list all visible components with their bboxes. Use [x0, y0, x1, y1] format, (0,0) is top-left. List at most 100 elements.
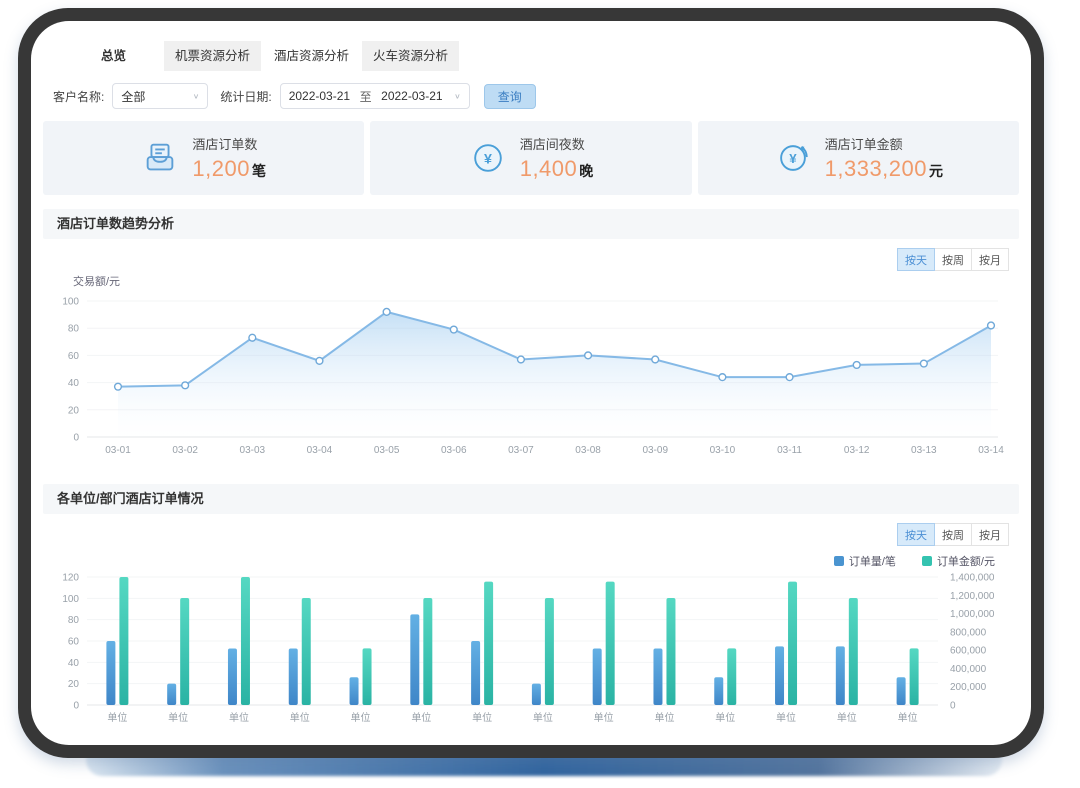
legend-order-count[interactable]: 订单量/笔 — [833, 553, 896, 569]
svg-text:¥: ¥ — [789, 151, 797, 166]
svg-text:单位: 单位 — [837, 711, 857, 724]
legend-label: 订单金额/元 — [936, 556, 995, 568]
query-button[interactable]: 查询 — [483, 83, 536, 109]
svg-text:03-04: 03-04 — [307, 445, 333, 456]
hotel-trend-section: 酒店订单数趋势分析 按天 按周 按月 交易额/元 0 20 40 60 80 100 03-… — [43, 209, 1019, 476]
trend-period-toggle: 按天 按周 按月 — [43, 248, 1009, 271]
svg-text:03-05: 03-05 — [374, 445, 400, 456]
svg-text:80: 80 — [68, 324, 80, 335]
stat-card-room-nights: ¥ 酒店间夜数 1,400 晚 — [370, 121, 692, 195]
tab-hotel-analysis[interactable]: 酒店资源分析 — [263, 41, 360, 71]
stat-title: 酒店订单数 — [192, 137, 258, 152]
svg-text:单位: 单位 — [107, 711, 127, 724]
legend-order-amount[interactable]: 订单金额/元 — [921, 553, 995, 569]
svg-text:0: 0 — [73, 433, 79, 444]
svg-text:单位: 单位 — [168, 711, 188, 724]
stat-card-order-amount: ¥ 酒店订单金额 1,333,200 元 — [697, 121, 1019, 195]
customer-select[interactable]: 全部 ∨ — [112, 83, 209, 109]
tab-bar: 总览 机票资源分析 酒店资源分析 火车资源分析 — [65, 41, 1019, 71]
date-range-label: 统计日期: — [220, 89, 272, 104]
legend-swatch-teal — [921, 556, 932, 566]
svg-text:200,000: 200,000 — [950, 682, 987, 693]
svg-text:03-06: 03-06 — [441, 445, 467, 456]
svg-text:03-03: 03-03 — [240, 445, 266, 456]
svg-text:03-07: 03-07 — [508, 445, 534, 456]
svg-text:03-02: 03-02 — [172, 445, 198, 456]
date-range-picker[interactable]: 2022-03-21 至 2022-03-21 ∨ — [279, 83, 470, 109]
stat-value: 1,400 — [519, 156, 578, 181]
chevron-down-icon: ∨ — [454, 91, 461, 100]
tab-train-analysis[interactable]: 火车资源分析 — [362, 41, 459, 71]
section-title-trend: 酒店订单数趋势分析 — [43, 209, 1019, 239]
date-start-value: 2022-03-21 — [288, 89, 351, 103]
svg-text:03-12: 03-12 — [844, 445, 870, 456]
legend-label: 订单量/笔 — [848, 556, 896, 568]
stat-unit: 元 — [929, 163, 943, 179]
yen-refresh-icon: ¥ — [779, 145, 808, 171]
filter-bar: 客户名称: 全部 ∨ 统计日期: 2022-03-21 至 2022-03-21… — [49, 83, 1019, 109]
toggle-by-day[interactable]: 按天 — [897, 523, 935, 546]
device-frame: 总览 机票资源分析 酒店资源分析 火车资源分析 客户名称: 全部 ∨ 统计日期:… — [18, 8, 1044, 758]
tab-overview[interactable]: 总览 — [65, 41, 162, 71]
app-window: 总览 机票资源分析 酒店资源分析 火车资源分析 客户名称: 全部 ∨ 统计日期:… — [31, 21, 1031, 745]
section-title-departments: 各单位/部门酒店订单情况 — [43, 484, 1019, 514]
stat-cards: 酒店订单数 1,200 笔 ¥ 酒店间夜数 1,400 晚 — [43, 121, 1019, 195]
svg-text:单位: 单位 — [351, 711, 371, 724]
svg-text:¥: ¥ — [484, 152, 492, 168]
tab-flight-analysis[interactable]: 机票资源分析 — [164, 41, 261, 71]
toggle-by-week[interactable]: 按周 — [934, 523, 972, 546]
date-end-value: 2022-03-21 — [381, 89, 443, 103]
chevron-down-icon: ∨ — [192, 91, 200, 100]
svg-text:单位: 单位 — [229, 711, 249, 724]
toggle-by-week[interactable]: 按周 — [934, 248, 972, 271]
svg-text:单位: 单位 — [654, 711, 674, 724]
svg-text:100: 100 — [62, 594, 79, 605]
date-to-label: 至 — [359, 89, 372, 104]
svg-text:03-11: 03-11 — [777, 445, 802, 456]
svg-text:03-10: 03-10 — [710, 445, 736, 456]
stat-value: 1,200 — [192, 156, 250, 181]
svg-text:单位: 单位 — [472, 711, 492, 724]
svg-text:03-13: 03-13 — [911, 445, 937, 456]
svg-text:120: 120 — [62, 573, 79, 584]
svg-text:40: 40 — [68, 658, 80, 669]
svg-text:1,200,000: 1,200,000 — [950, 591, 995, 602]
svg-text:03-08: 03-08 — [575, 445, 601, 456]
svg-text:单位: 单位 — [776, 711, 796, 724]
svg-text:1,400,000: 1,400,000 — [950, 573, 995, 584]
svg-text:0: 0 — [73, 701, 79, 712]
legend-swatch-blue — [833, 556, 844, 566]
customer-select-value: 全部 — [121, 89, 146, 104]
customer-name-label: 客户名称: — [53, 89, 105, 104]
department-period-toggle: 按天 按周 按月 — [43, 523, 1009, 546]
svg-text:1,000,000: 1,000,000 — [950, 609, 995, 620]
hotel-trend-line-chart[interactable]: 0 20 40 60 80 100 03-01 03-02 03-03 03-04 03-05 03-… — [43, 289, 1031, 471]
svg-text:60: 60 — [68, 351, 80, 362]
yen-circle-icon: ¥ — [473, 144, 502, 172]
stat-unit: 笔 — [251, 163, 266, 179]
svg-text:80: 80 — [68, 615, 80, 626]
svg-text:40: 40 — [68, 378, 80, 389]
svg-text:400,000: 400,000 — [950, 664, 987, 675]
stat-title: 酒店订单金额 — [824, 137, 903, 152]
svg-text:0: 0 — [950, 701, 956, 712]
stat-card-order-count: 酒店订单数 1,200 笔 — [43, 121, 365, 195]
stat-unit: 晚 — [579, 163, 594, 179]
toggle-by-month[interactable]: 按月 — [971, 523, 1009, 546]
svg-text:单位: 单位 — [594, 711, 614, 724]
svg-text:800,000: 800,000 — [950, 627, 987, 638]
svg-text:03-09: 03-09 — [642, 445, 668, 456]
svg-text:单位: 单位 — [898, 711, 918, 724]
svg-text:单位: 单位 — [533, 711, 553, 724]
svg-text:03-14: 03-14 — [978, 445, 1004, 456]
svg-text:单位: 单位 — [411, 711, 431, 724]
department-orders-bar-chart[interactable]: 0 20 40 60 80 100 120 0 200,000 400,000 600,000 800… — [43, 569, 1031, 741]
stat-value: 1,333,200 — [824, 156, 927, 181]
toggle-by-day[interactable]: 按天 — [897, 248, 935, 271]
svg-text:60: 60 — [68, 637, 80, 648]
svg-text:100: 100 — [62, 297, 79, 308]
svg-text:单位: 单位 — [290, 711, 310, 724]
toggle-by-month[interactable]: 按月 — [971, 248, 1009, 271]
svg-text:20: 20 — [68, 405, 80, 416]
svg-text:03-01: 03-01 — [105, 445, 131, 456]
